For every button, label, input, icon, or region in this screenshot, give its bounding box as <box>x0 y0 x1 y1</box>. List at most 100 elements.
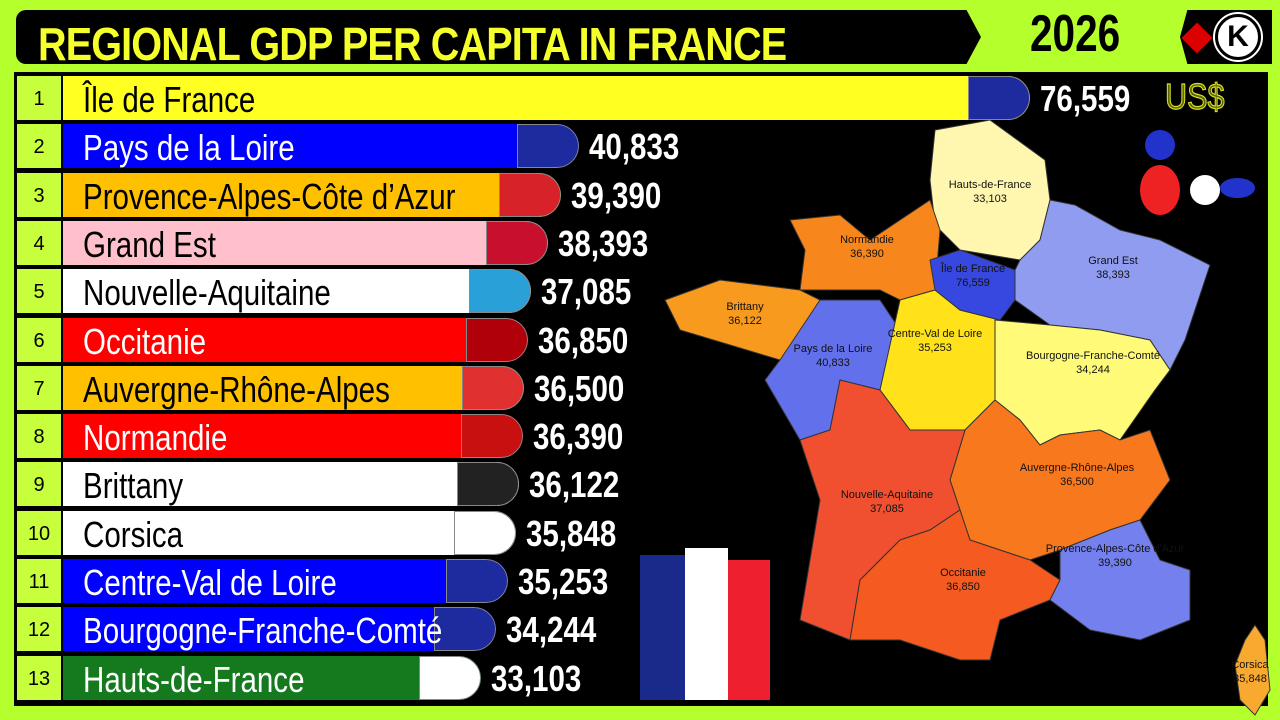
rank-cell: 13 <box>16 654 62 701</box>
bar: Grand Est <box>63 220 548 265</box>
logo-letter: K <box>1227 20 1249 53</box>
value-label: 37,085 <box>541 271 632 313</box>
bar: Corsica <box>63 510 516 555</box>
value-label: 76,559 <box>1040 78 1131 119</box>
bar-row: 6 Occitanie 36,850 <box>16 316 1216 363</box>
bar-label: Bourgogne-Franche-Comté <box>83 610 443 652</box>
region-flag-icon <box>968 76 1030 120</box>
map-region-value: 36,850 <box>946 581 980 593</box>
rank-cell: 10 <box>16 509 62 556</box>
bar-label: Île de France <box>83 79 256 120</box>
rank-cell: 5 <box>16 268 62 315</box>
map-region <box>1234 624 1271 716</box>
rank-cell: 2 <box>16 123 62 170</box>
year-label: 2026 <box>1030 5 1121 63</box>
butterfly-icon <box>1145 130 1175 160</box>
butterfly-icon <box>1190 175 1220 205</box>
region-flag-icon <box>419 655 481 700</box>
bar-label: Centre-Val de Loire <box>83 562 337 603</box>
bar: Hauts-de-France <box>63 655 481 700</box>
map-region-name: Occitanie <box>940 567 986 579</box>
bar-row: 4 Grand Est 38,393 <box>16 219 1216 266</box>
bar-row: 11 Centre-Val de Loire 35,253 <box>16 558 1216 604</box>
value-label: 35,253 <box>518 561 609 602</box>
bar-row: 12 Bourgogne-Franche-Comté 34,244 <box>16 606 1216 653</box>
map-region <box>1049 519 1191 641</box>
bar-label: Hauts-de-France <box>83 658 305 700</box>
bar-label: Grand Est <box>83 223 216 265</box>
map-region-name: Centre-Val de Loire <box>888 328 983 340</box>
region-flag-icon <box>454 510 516 555</box>
bar-row: 2 Pays de la Loire 40,833 <box>16 123 1216 170</box>
bar-label: Corsica <box>83 513 184 555</box>
butterfly-icon <box>1140 165 1180 215</box>
rank-cell: 3 <box>16 171 62 218</box>
map-region-value: 39,390 <box>1098 557 1132 569</box>
region-flag-icon <box>469 269 531 314</box>
value-label: 38,393 <box>558 222 649 264</box>
map-region-name: Corsica <box>1231 659 1269 671</box>
map-region-name: Grand Est <box>1088 255 1138 267</box>
value-label: 36,122 <box>529 464 620 506</box>
map-region-name: Nouvelle-Aquitaine <box>841 489 933 501</box>
rank-cell: 7 <box>16 364 62 411</box>
bar-row: 7 Auvergne-Rhône-Alpes 36,500 <box>16 364 1216 411</box>
bar: Brittany <box>63 462 519 507</box>
map-region-name: Hauts-de-France <box>949 179 1032 191</box>
map-region-value: 35,848 <box>1233 673 1267 685</box>
map-region-value: 76,559 <box>956 277 990 289</box>
region-flag-icon <box>462 365 524 410</box>
map-region-name: Brittany <box>726 301 764 313</box>
map-region-value: 34,244 <box>1076 364 1110 376</box>
bar-label: Brittany <box>83 465 184 507</box>
bar-row: 8 Normandie 36,390 <box>16 413 1216 460</box>
chart-title: REGIONAL GDP PER CAPITA IN FRANCE <box>38 18 787 70</box>
channel-logo-k: K <box>1213 12 1263 62</box>
region-flag-icon <box>461 414 523 459</box>
bar: Occitanie <box>63 317 528 362</box>
map-region-name: Provence-Alpes-Côte d'Azur <box>1046 543 1185 555</box>
france-flag-silhouette-icon <box>640 555 685 700</box>
france-flag-silhouette-icon <box>685 548 728 700</box>
title-banner: REGIONAL GDP PER CAPITA IN FRANCE <box>16 10 981 64</box>
map-region-name: Normandie <box>840 234 894 246</box>
map-region-name: Pays de la Loire <box>794 343 873 355</box>
bar-row: 10 Corsica 35,848 <box>16 509 1216 556</box>
bar: Provence-Alpes-Côte d’Azur <box>63 172 561 217</box>
bar-row: 3 Provence-Alpes-Côte d’Azur 39,390 <box>16 171 1216 218</box>
bar-row: 1 Île de France 76,559 <box>16 75 1216 121</box>
bar: Centre-Val de Loire <box>63 559 508 603</box>
unit-label: US$ <box>1164 75 1225 117</box>
bar: Auvergne-Rhône-Alpes <box>63 365 524 410</box>
map-region-value: 38,393 <box>1096 269 1130 281</box>
map-region <box>849 509 1061 661</box>
bar: Nouvelle-Aquitaine <box>63 269 531 314</box>
map-region-name: Bourgogne-Franche-Comté <box>1026 350 1160 362</box>
map-region-value: 36,500 <box>1060 476 1094 488</box>
value-label: 36,850 <box>538 319 629 361</box>
region-flag-icon <box>466 317 528 362</box>
bar-label: Nouvelle-Aquitaine <box>83 272 331 314</box>
rank-cell: 12 <box>16 606 62 653</box>
value-label: 39,390 <box>571 174 662 216</box>
map-region-value: 36,122 <box>728 315 762 327</box>
bar-row: 9 Brittany 36,122 <box>16 461 1216 508</box>
bar: Pays de la Loire <box>63 124 579 169</box>
map-region-value: 40,833 <box>816 357 850 369</box>
map-region-name: Auvergne-Rhône-Alpes <box>1020 462 1135 474</box>
map-region-value: 33,103 <box>973 193 1007 205</box>
value-label: 35,848 <box>526 512 617 554</box>
rank-cell: 9 <box>16 461 62 508</box>
bar-label: Provence-Alpes-Côte d’Azur <box>83 175 456 217</box>
value-label: 34,244 <box>506 609 597 651</box>
rank-cell: 8 <box>16 413 62 460</box>
value-label: 40,833 <box>589 126 680 168</box>
bar: Île de France <box>63 76 1030 120</box>
rank-cell: 6 <box>16 316 62 363</box>
bar-row: 5 Nouvelle-Aquitaine 37,085 <box>16 268 1216 315</box>
map-region-name: Île de France <box>940 262 1005 275</box>
map-region-value: 36,390 <box>850 248 884 260</box>
region-flag-icon <box>457 462 519 507</box>
region-flag-icon <box>434 607 496 652</box>
map-region <box>929 249 1016 321</box>
